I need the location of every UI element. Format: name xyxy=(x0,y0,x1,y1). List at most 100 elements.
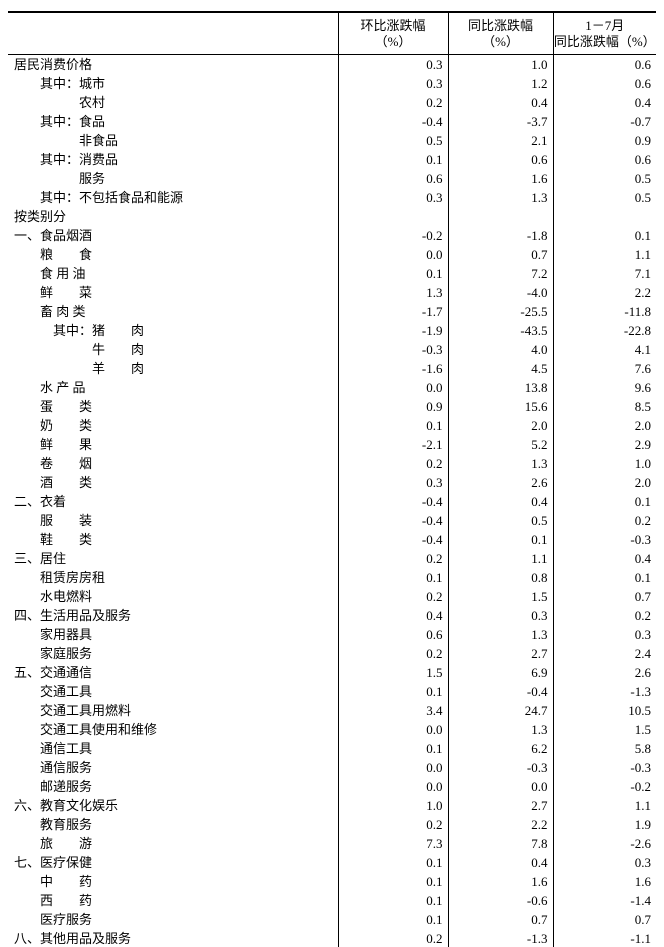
row-mom-value: 0.1 xyxy=(337,682,448,701)
table-row: 鲜 果 -2.1 5.2 2.9 xyxy=(8,435,656,454)
table-row: 牛 肉 -0.3 4.0 4.1 xyxy=(8,340,656,359)
row-yoy-value: 15.6 xyxy=(447,397,553,416)
row-yoy-value: 4.5 xyxy=(447,359,553,378)
row-label: 其中：猪 肉 xyxy=(14,323,145,338)
header-item-column xyxy=(8,12,338,55)
row-mom-value: -0.4 xyxy=(337,492,448,511)
row-yoy-value: 1.6 xyxy=(447,872,553,891)
row-ytd-value: -11.8 xyxy=(552,302,656,321)
row-yoy-value: 2.6 xyxy=(447,473,553,492)
row-label: 畜 肉 类 xyxy=(14,304,86,319)
row-ytd-value: 0.3 xyxy=(552,853,656,872)
row-mom-value: 0.1 xyxy=(337,910,448,929)
row-mom-value: 0.1 xyxy=(337,853,448,872)
row-label: 医疗服务 xyxy=(14,912,93,927)
row-yoy-value: 24.7 xyxy=(447,701,553,720)
table-row: 家用器具 0.6 1.3 0.3 xyxy=(8,625,656,644)
row-yoy-value: 2.2 xyxy=(447,815,553,834)
row-label: 农村 xyxy=(14,95,106,110)
row-ytd-value: 2.4 xyxy=(552,644,656,663)
row-mom-value: -2.1 xyxy=(337,435,448,454)
row-mom-value: 0.9 xyxy=(337,397,448,416)
cpi-table: 环比涨跌幅 （%） 同比涨跌幅 （%） 1－7月 同比涨跌幅（%） 居民消费价格… xyxy=(8,11,656,947)
row-label: 水 产 品 xyxy=(14,380,86,395)
table-row: 教育服务 0.2 2.2 1.9 xyxy=(8,815,656,834)
row-label: 七、医疗保健 xyxy=(14,855,93,870)
row-mom-value: 0.1 xyxy=(337,739,448,758)
row-ytd-value: -0.2 xyxy=(552,777,656,796)
row-mom-value xyxy=(337,207,448,226)
row-mom-value: 0.2 xyxy=(337,929,448,947)
row-yoy-value: 0.3 xyxy=(447,606,553,625)
row-ytd-value: 0.6 xyxy=(552,150,656,169)
row-label: 三、居住 xyxy=(14,551,67,566)
row-ytd-value xyxy=(552,207,656,226)
row-label: 家用器具 xyxy=(14,627,93,642)
header-ytd-line2: 同比涨跌幅（%） xyxy=(553,33,656,49)
row-ytd-value: 1.5 xyxy=(552,720,656,739)
table-row: 六、教育文化娱乐 1.0 2.7 1.1 xyxy=(8,796,656,815)
row-label: 服 装 xyxy=(14,513,93,528)
row-mom-value: 0.2 xyxy=(337,549,448,568)
row-mom-value: 1.0 xyxy=(337,796,448,815)
table-row: 二、衣着 -0.4 0.4 0.1 xyxy=(8,492,656,511)
row-ytd-value: 0.5 xyxy=(552,188,656,207)
row-label: 羊 肉 xyxy=(14,361,145,376)
table-row: 西 药 0.1 -0.6 -1.4 xyxy=(8,891,656,910)
row-ytd-value: 0.1 xyxy=(552,226,656,245)
table-row: 畜 肉 类 -1.7 -25.5 -11.8 xyxy=(8,302,656,321)
table-row: 三、居住 0.2 1.1 0.4 xyxy=(8,549,656,568)
row-ytd-value: 0.5 xyxy=(552,169,656,188)
row-yoy-value: 0.1 xyxy=(447,530,553,549)
row-ytd-value: 1.9 xyxy=(552,815,656,834)
row-mom-value: 1.3 xyxy=(337,283,448,302)
row-mom-value: 0.1 xyxy=(337,568,448,587)
table-row: 家庭服务 0.2 2.7 2.4 xyxy=(8,644,656,663)
row-yoy-value: 5.2 xyxy=(447,435,553,454)
table-row: 其中：食品 -0.4 -3.7 -0.7 xyxy=(8,112,656,131)
table-row: 蛋 类 0.9 15.6 8.5 xyxy=(8,397,656,416)
table-row: 租赁房房租 0.1 0.8 0.1 xyxy=(8,568,656,587)
header-ytd-line1: 1－7月 xyxy=(585,17,625,33)
row-mom-value: 0.0 xyxy=(337,245,448,264)
row-yoy-value: -0.3 xyxy=(447,758,553,777)
table-row: 服 装 -0.4 0.5 0.2 xyxy=(8,511,656,530)
row-yoy-value: 2.7 xyxy=(447,644,553,663)
row-yoy-value: -25.5 xyxy=(447,302,553,321)
row-ytd-value: 4.1 xyxy=(552,340,656,359)
row-yoy-value: 4.0 xyxy=(447,340,553,359)
table-row: 食 用 油 0.1 7.2 7.1 xyxy=(8,264,656,283)
row-yoy-value: 13.8 xyxy=(447,378,553,397)
row-yoy-value: 1.0 xyxy=(447,54,553,74)
table-row: 水电燃料 0.2 1.5 0.7 xyxy=(8,587,656,606)
row-ytd-value: 0.2 xyxy=(552,511,656,530)
table-row: 粮 食 0.0 0.7 1.1 xyxy=(8,245,656,264)
row-label: 通信服务 xyxy=(14,760,93,775)
table-row: 鞋 类 -0.4 0.1 -0.3 xyxy=(8,530,656,549)
row-label: 教育服务 xyxy=(14,817,93,832)
row-mom-value: -0.4 xyxy=(337,530,448,549)
row-yoy-value: 1.3 xyxy=(447,454,553,473)
row-mom-value: 0.6 xyxy=(337,625,448,644)
row-label: 蛋 类 xyxy=(14,399,93,414)
row-label: 交通工具使用和维修 xyxy=(14,722,158,737)
table-row: 邮递服务 0.0 0.0 -0.2 xyxy=(8,777,656,796)
table-row: 医疗服务 0.1 0.7 0.7 xyxy=(8,910,656,929)
row-mom-value: 0.2 xyxy=(337,454,448,473)
row-ytd-value: 7.1 xyxy=(552,264,656,283)
row-label: 交通工具用燃料 xyxy=(14,703,132,718)
table-row: 一、食品烟酒 -0.2 -1.8 0.1 xyxy=(8,226,656,245)
row-label: 服务 xyxy=(14,171,106,186)
row-mom-value: 0.2 xyxy=(337,815,448,834)
row-ytd-value: 7.6 xyxy=(552,359,656,378)
row-yoy-value: -0.6 xyxy=(447,891,553,910)
row-ytd-value: -0.3 xyxy=(552,758,656,777)
table-row: 交通工具用燃料 3.4 24.7 10.5 xyxy=(8,701,656,720)
row-ytd-value: 2.2 xyxy=(552,283,656,302)
table-row: 水 产 品 0.0 13.8 9.6 xyxy=(8,378,656,397)
row-yoy-value: -0.4 xyxy=(447,682,553,701)
table-row: 交通工具使用和维修 0.0 1.3 1.5 xyxy=(8,720,656,739)
row-mom-value: 3.4 xyxy=(337,701,448,720)
row-yoy-value: 1.6 xyxy=(447,169,553,188)
